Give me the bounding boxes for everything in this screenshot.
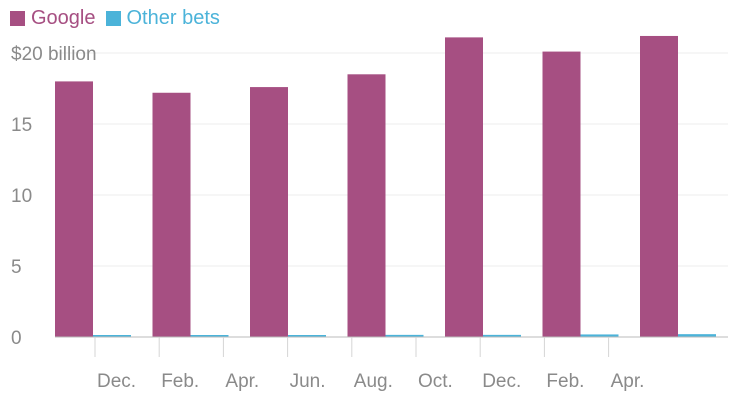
bar-other-bets-0 (93, 335, 131, 337)
legend-item-google: Google (10, 7, 96, 30)
y-tick-label-1: 5 (11, 257, 22, 278)
bar-google-2 (250, 87, 288, 337)
y-tick-label-2: 10 (11, 186, 32, 207)
bar-other-bets-6 (678, 334, 716, 337)
bar-google-3 (347, 74, 386, 338)
x-tick-label-7: Feb. (546, 371, 584, 392)
legend-label-other-bets: Other bets (126, 6, 220, 29)
y-tick-label-3: 15 (11, 115, 32, 136)
bar-google-0 (55, 81, 93, 338)
bar-other-bets-3 (385, 334, 424, 337)
bar-other-bets-4 (483, 334, 521, 337)
y-tick-label-4: $20 billion (11, 44, 97, 65)
legend-swatch-other-bets (105, 10, 121, 26)
bar-google-1 (152, 92, 191, 337)
bar-google-4 (445, 37, 483, 337)
x-tick-label-0: Dec. (97, 371, 136, 392)
bar-other-bets-1 (190, 335, 229, 337)
x-tick-label-1: Feb. (161, 371, 199, 392)
x-tick-label-8: Apr. (611, 371, 645, 392)
legend-label-google: Google (31, 6, 96, 29)
x-tick-label-4: Aug. (354, 371, 393, 392)
x-tick-label-2: Apr. (225, 371, 259, 392)
y-tick-label-0: 0 (11, 328, 22, 349)
bar-other-bets-2 (288, 335, 326, 337)
x-tick-label-3: Jun. (290, 371, 326, 392)
legend-swatch-google (10, 10, 25, 26)
legend: Google Other bets (10, 5, 220, 31)
x-tick-label-6: Dec. (482, 371, 521, 392)
bar-google-6 (640, 35, 678, 338)
bar-google-5 (542, 51, 581, 338)
legend-item-other-bets: Other bets (105, 6, 220, 30)
x-tick-label-5: Oct. (418, 371, 453, 392)
bar-other-bets-5 (580, 334, 619, 337)
